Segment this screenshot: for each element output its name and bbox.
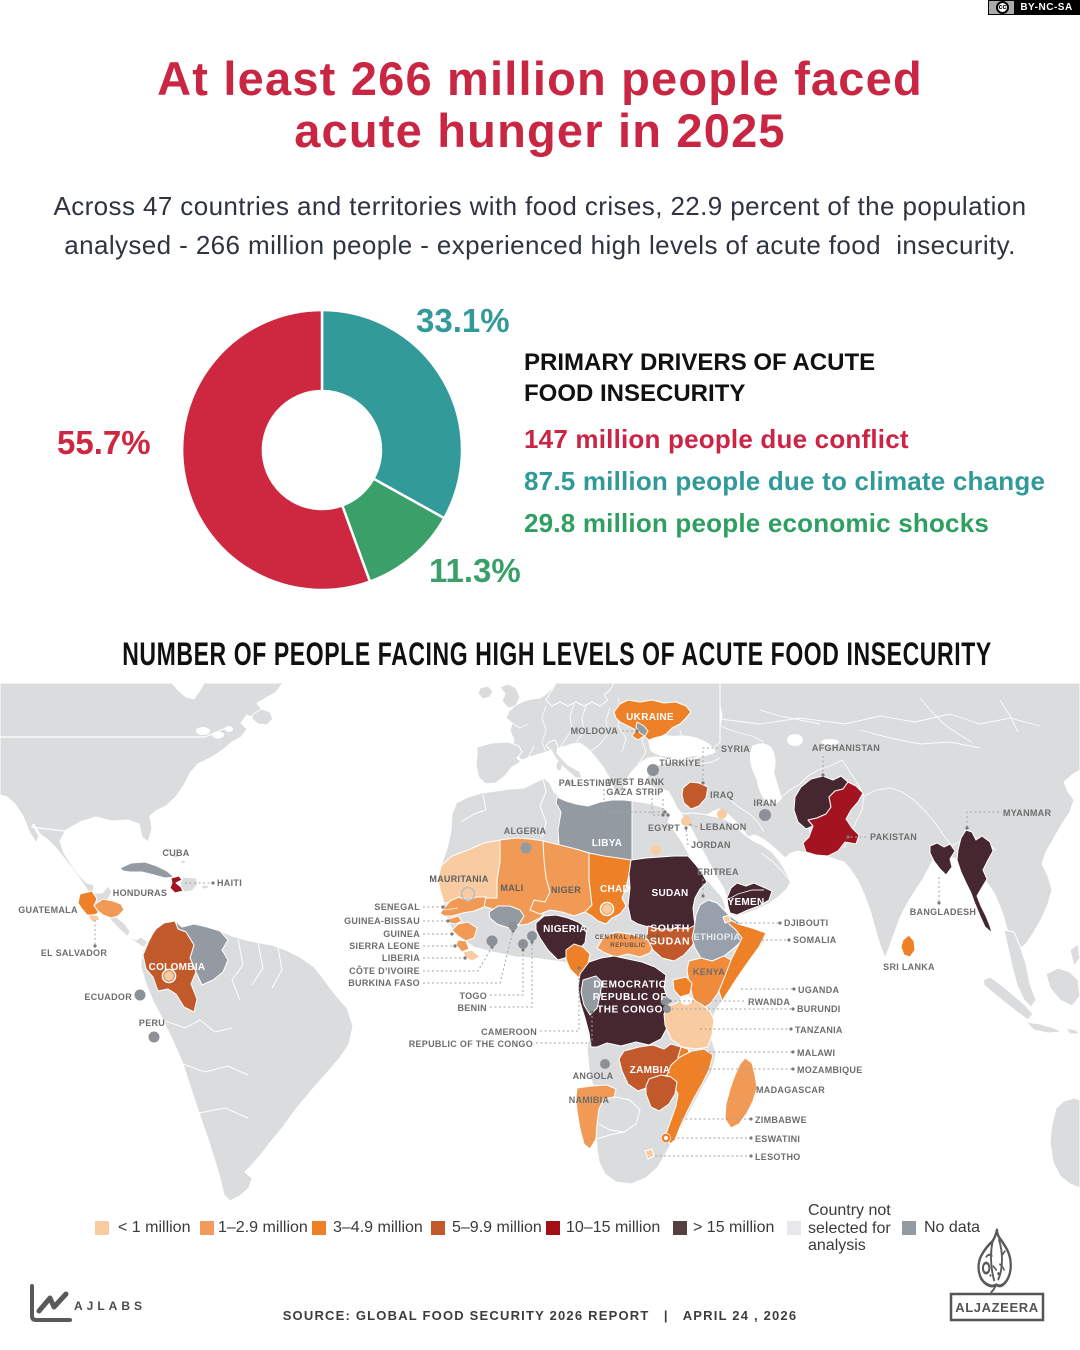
svg-text:YEMEN: YEMEN	[727, 897, 764, 908]
svg-text:EGYPT: EGYPT	[648, 823, 680, 833]
svg-text:TOGO: TOGO	[459, 991, 487, 1001]
svg-text:CUBA: CUBA	[162, 848, 189, 858]
svg-text:COLOMBIA: COLOMBIA	[149, 962, 206, 973]
svg-text:LIBYA: LIBYA	[592, 838, 623, 849]
svg-text:ANGOLA: ANGOLA	[573, 1071, 614, 1081]
svg-text:THE CONGO: THE CONGO	[597, 1005, 663, 1016]
svg-text:MOLDOVA: MOLDOVA	[571, 726, 619, 736]
svg-text:SUDAN: SUDAN	[650, 936, 690, 948]
svg-text:ETHIOPIA: ETHIOPIA	[693, 932, 740, 943]
svg-text:GAZA STRIP: GAZA STRIP	[606, 787, 663, 797]
svg-text:REPUBLIC: REPUBLIC	[610, 943, 646, 949]
svg-text:MYANMAR: MYANMAR	[1003, 808, 1051, 818]
svg-text:IRAN: IRAN	[753, 798, 776, 808]
svg-text:UGANDA: UGANDA	[798, 985, 839, 995]
svg-text:NIGERIA: NIGERIA	[543, 924, 587, 935]
svg-text:EL SALVADOR: EL SALVADOR	[41, 948, 108, 958]
svg-text:REPUBLIC OF THE CONGO: REPUBLIC OF THE CONGO	[409, 1039, 533, 1049]
svg-text:LESOTHO: LESOTHO	[755, 1152, 801, 1162]
svg-text:DJIBOUTI: DJIBOUTI	[784, 918, 828, 928]
svg-text:CHAD: CHAD	[600, 884, 630, 895]
svg-text:SOMALIA: SOMALIA	[793, 935, 837, 945]
svg-text:LIBERIA: LIBERIA	[382, 953, 420, 963]
svg-text:DEMOCRATIC: DEMOCRATIC	[593, 980, 666, 991]
svg-text:UKRAINE: UKRAINE	[626, 712, 674, 723]
svg-text:SIERRA LEONE: SIERRA LEONE	[349, 941, 420, 951]
svg-text:TÜRKİYE: TÜRKİYE	[659, 758, 701, 768]
svg-text:MALAWI: MALAWI	[797, 1048, 835, 1058]
svg-text:BURKINA FASO: BURKINA FASO	[348, 978, 420, 988]
svg-text:BURUNDI: BURUNDI	[797, 1004, 841, 1014]
svg-text:MADAGASCAR: MADAGASCAR	[756, 1085, 825, 1095]
svg-text:NIGER: NIGER	[551, 885, 581, 895]
svg-text:LEBANON: LEBANON	[700, 822, 747, 832]
svg-text:ZAMBIA: ZAMBIA	[630, 1065, 671, 1076]
svg-text:REPUBLIC OF: REPUBLIC OF	[593, 992, 667, 1003]
svg-text:ERITREA: ERITREA	[697, 867, 739, 877]
svg-text:JORDAN: JORDAN	[691, 840, 731, 850]
svg-text:ESWATINI: ESWATINI	[755, 1134, 800, 1144]
svg-text:PAKISTAN: PAKISTAN	[870, 832, 917, 842]
svg-text:RWANDA: RWANDA	[748, 997, 790, 1007]
svg-text:GUINEA: GUINEA	[383, 929, 420, 939]
svg-text:NAMIBIA: NAMIBIA	[569, 1095, 610, 1105]
svg-text:SRI LANKA: SRI LANKA	[883, 962, 935, 972]
svg-text:PERU: PERU	[139, 1018, 165, 1028]
svg-text:ZIMBABWE: ZIMBABWE	[755, 1115, 807, 1125]
svg-text:GUINEA-BISSAU: GUINEA-BISSAU	[344, 916, 420, 926]
svg-text:MOZAMBIQUE: MOZAMBIQUE	[797, 1065, 863, 1075]
svg-text:MALI: MALI	[500, 883, 523, 893]
svg-text:ECUADOR: ECUADOR	[84, 992, 132, 1002]
svg-text:CÔTE D’IVOIRE: CÔTE D’IVOIRE	[349, 965, 420, 976]
svg-text:HAITI: HAITI	[217, 878, 242, 888]
svg-text:PALESTINE: PALESTINE	[559, 778, 612, 788]
svg-text:WEST BANK: WEST BANK	[607, 777, 664, 787]
svg-text:SOUTH: SOUTH	[650, 923, 690, 935]
svg-text:HONDURAS: HONDURAS	[113, 888, 167, 898]
svg-text:CENTRAL AFRICAN: CENTRAL AFRICAN	[595, 935, 661, 941]
svg-text:MAURITANIA: MAURITANIA	[429, 874, 489, 884]
svg-text:SUDAN: SUDAN	[651, 888, 688, 899]
svg-text:BENIN: BENIN	[457, 1003, 487, 1013]
svg-text:ALJAZEERA: ALJAZEERA	[955, 1300, 1038, 1315]
svg-text:AFGHANISTAN: AFGHANISTAN	[812, 743, 880, 753]
svg-text:AJLABS: AJLABS	[74, 1299, 146, 1313]
svg-text:KENYA: KENYA	[693, 967, 725, 977]
svg-text:TANZANIA: TANZANIA	[795, 1025, 843, 1035]
svg-text:CAMEROON: CAMEROON	[481, 1027, 537, 1037]
svg-text:GUATEMALA: GUATEMALA	[18, 905, 78, 915]
svg-text:SENEGAL: SENEGAL	[374, 902, 420, 912]
svg-text:SYRIA: SYRIA	[721, 744, 750, 754]
svg-text:BANGLADESH: BANGLADESH	[910, 907, 977, 917]
svg-text:IRAQ: IRAQ	[710, 790, 734, 800]
svg-text:ALGERIA: ALGERIA	[504, 826, 547, 836]
